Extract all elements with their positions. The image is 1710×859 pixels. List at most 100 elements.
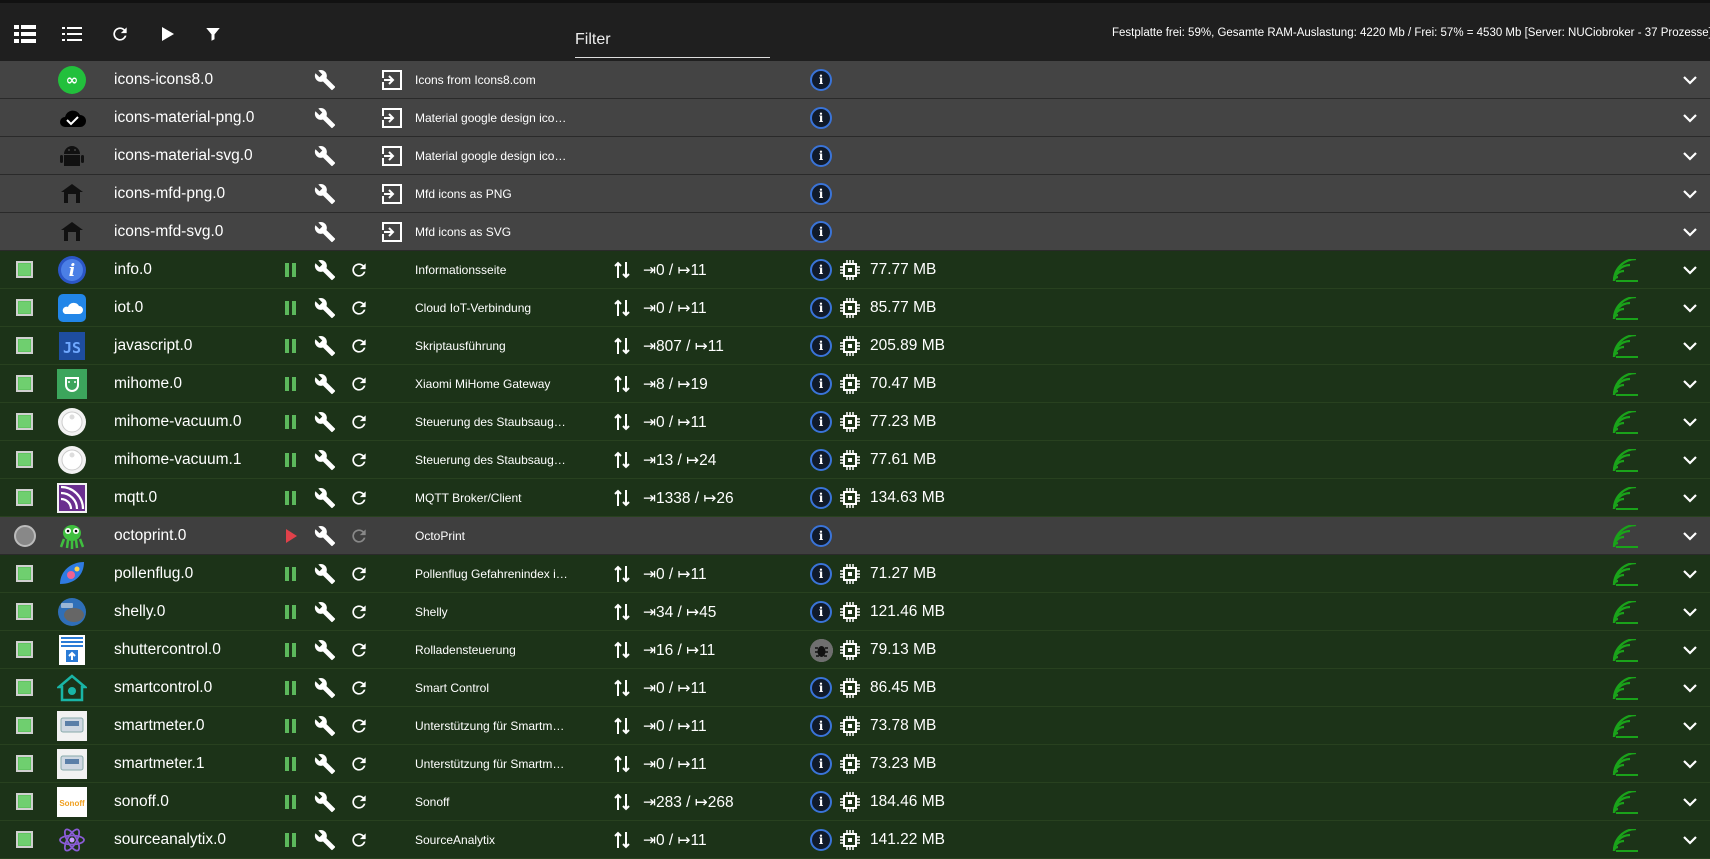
pause-button[interactable] <box>285 377 296 391</box>
enabled-checkbox[interactable] <box>16 641 33 658</box>
info-icon[interactable]: i <box>810 373 832 395</box>
enabled-checkbox[interactable] <box>16 717 33 734</box>
info-icon[interactable]: i <box>810 601 832 623</box>
enabled-checkbox[interactable] <box>16 489 33 506</box>
settings-wrench-icon[interactable] <box>314 563 336 585</box>
restart-icon[interactable] <box>349 488 369 508</box>
info-icon[interactable]: i <box>810 525 832 547</box>
settings-wrench-icon[interactable] <box>314 107 336 129</box>
expand-chevron-icon[interactable] <box>1681 71 1699 89</box>
expand-chevron-icon[interactable] <box>1681 109 1699 127</box>
compact-list-icon[interactable] <box>59 21 85 47</box>
settings-wrench-icon[interactable] <box>314 221 336 243</box>
info-icon[interactable]: i <box>810 487 832 509</box>
expand-chevron-icon[interactable] <box>1681 489 1699 507</box>
enabled-checkbox[interactable] <box>16 793 33 810</box>
expand-chevron-icon[interactable] <box>1681 147 1699 165</box>
expand-chevron-icon[interactable] <box>1681 603 1699 621</box>
open-instance-icon[interactable] <box>380 220 404 244</box>
adapter-row[interactable]: icons-mfd-svg.0 Mfd icons as SVG i <box>0 213 1710 251</box>
adapter-row[interactable]: mihome.0 Xiaomi MiHome Gateway ⇥8 / ↦19 i 70… <box>0 365 1710 403</box>
adapter-row[interactable]: smartmeter.0 Unterstützung für Smartm… ⇥0 … <box>0 707 1710 745</box>
info-icon[interactable]: i <box>810 107 832 129</box>
adapter-row[interactable]: mihome-vacuum.0 Steuerung des Staubsaug… ⇥… <box>0 403 1710 441</box>
adapter-row[interactable]: Sonoff sonoff.0 Sonoff ⇥283 / ↦268 i 184.46 M… <box>0 783 1710 821</box>
expand-chevron-icon[interactable] <box>1681 755 1699 773</box>
expand-chevron-icon[interactable] <box>1681 413 1699 431</box>
pause-button[interactable] <box>285 415 296 429</box>
settings-wrench-icon[interactable] <box>314 145 336 167</box>
pause-button[interactable] <box>285 719 296 733</box>
expand-chevron-icon[interactable] <box>1681 223 1699 241</box>
info-icon[interactable]: i <box>810 563 832 585</box>
settings-wrench-icon[interactable] <box>314 183 336 205</box>
restart-icon[interactable] <box>349 298 369 318</box>
info-icon[interactable]: i <box>810 145 832 167</box>
adapter-row[interactable]: iot.0 Cloud IoT-Verbindung ⇥0 / ↦11 i 85.77 … <box>0 289 1710 327</box>
restart-icon[interactable] <box>349 678 369 698</box>
pause-button[interactable] <box>285 301 296 315</box>
restart-icon[interactable] <box>349 792 369 812</box>
expand-chevron-icon[interactable] <box>1681 261 1699 279</box>
settings-wrench-icon[interactable] <box>314 487 336 509</box>
pause-button[interactable] <box>285 263 296 277</box>
info-icon[interactable]: i <box>810 221 832 243</box>
open-instance-icon[interactable] <box>380 68 404 92</box>
adapter-row[interactable]: pollenflug.0 Pollenflug Gefahrenindex i… ⇥… <box>0 555 1710 593</box>
enabled-checkbox[interactable] <box>16 679 33 696</box>
pause-button[interactable] <box>285 339 296 353</box>
expand-chevron-icon[interactable] <box>1681 717 1699 735</box>
enabled-checkbox[interactable] <box>16 831 33 848</box>
expand-chevron-icon[interactable] <box>1681 793 1699 811</box>
settings-wrench-icon[interactable] <box>314 69 336 91</box>
info-icon[interactable]: i <box>810 715 832 737</box>
settings-wrench-icon[interactable] <box>314 259 336 281</box>
expand-chevron-icon[interactable] <box>1681 565 1699 583</box>
pause-button[interactable] <box>285 833 296 847</box>
adapter-row[interactable]: shuttercontrol.0 Rolladensteuerung ⇥16 / ↦… <box>0 631 1710 669</box>
info-icon[interactable]: i <box>810 791 832 813</box>
expand-chevron-icon[interactable] <box>1681 185 1699 203</box>
enabled-checkbox[interactable] <box>16 603 33 620</box>
info-icon[interactable]: i <box>810 677 832 699</box>
expand-chevron-icon[interactable] <box>1681 527 1699 545</box>
settings-wrench-icon[interactable] <box>314 525 336 547</box>
restart-icon[interactable] <box>349 716 369 736</box>
settings-wrench-icon[interactable] <box>314 335 336 357</box>
info-icon[interactable]: i <box>810 411 832 433</box>
adapter-row[interactable]: i info.0 Informationsseite ⇥0 / ↦11 i 77.77 M… <box>0 251 1710 289</box>
restart-icon[interactable] <box>349 830 369 850</box>
restart-icon[interactable] <box>349 260 369 280</box>
settings-wrench-icon[interactable] <box>314 373 336 395</box>
adapter-row[interactable]: icons-material-svg.0 Material google desi… <box>0 137 1710 175</box>
adapter-row[interactable]: mqtt.0 MQTT Broker/Client ⇥1338 / ↦26 i 134.… <box>0 479 1710 517</box>
restart-icon[interactable] <box>349 564 369 584</box>
pause-button[interactable] <box>285 643 296 657</box>
adapter-row[interactable]: smartcontrol.0 Smart Control ⇥0 / ↦11 i 86.4… <box>0 669 1710 707</box>
start-button[interactable] <box>286 529 297 543</box>
info-icon[interactable]: i <box>810 297 832 319</box>
filter-input[interactable] <box>575 29 770 49</box>
settings-wrench-icon[interactable] <box>314 601 336 623</box>
restart-icon[interactable] <box>349 754 369 774</box>
settings-wrench-icon[interactable] <box>314 715 336 737</box>
open-instance-icon[interactable] <box>380 182 404 206</box>
adapter-row[interactable]: icons-mfd-png.0 Mfd icons as PNG i <box>0 175 1710 213</box>
expand-chevron-icon[interactable] <box>1681 679 1699 697</box>
adapter-row[interactable]: shelly.0 Shelly ⇥34 / ↦45 i 121.46 MB <box>0 593 1710 631</box>
debug-icon[interactable] <box>810 639 833 662</box>
info-icon[interactable]: i <box>810 829 832 851</box>
list-view-icon[interactable] <box>12 21 38 47</box>
pause-button[interactable] <box>285 757 296 771</box>
enabled-checkbox[interactable] <box>16 261 33 278</box>
enabled-checkbox[interactable] <box>16 565 33 582</box>
pause-button[interactable] <box>285 795 296 809</box>
expand-chevron-icon[interactable] <box>1681 831 1699 849</box>
settings-wrench-icon[interactable] <box>314 753 336 775</box>
info-icon[interactable]: i <box>810 753 832 775</box>
restart-icon[interactable] <box>349 412 369 432</box>
pause-button[interactable] <box>285 491 296 505</box>
enabled-checkbox[interactable] <box>16 337 33 354</box>
restart-icon[interactable] <box>349 450 369 470</box>
filter-field[interactable] <box>575 29 770 58</box>
